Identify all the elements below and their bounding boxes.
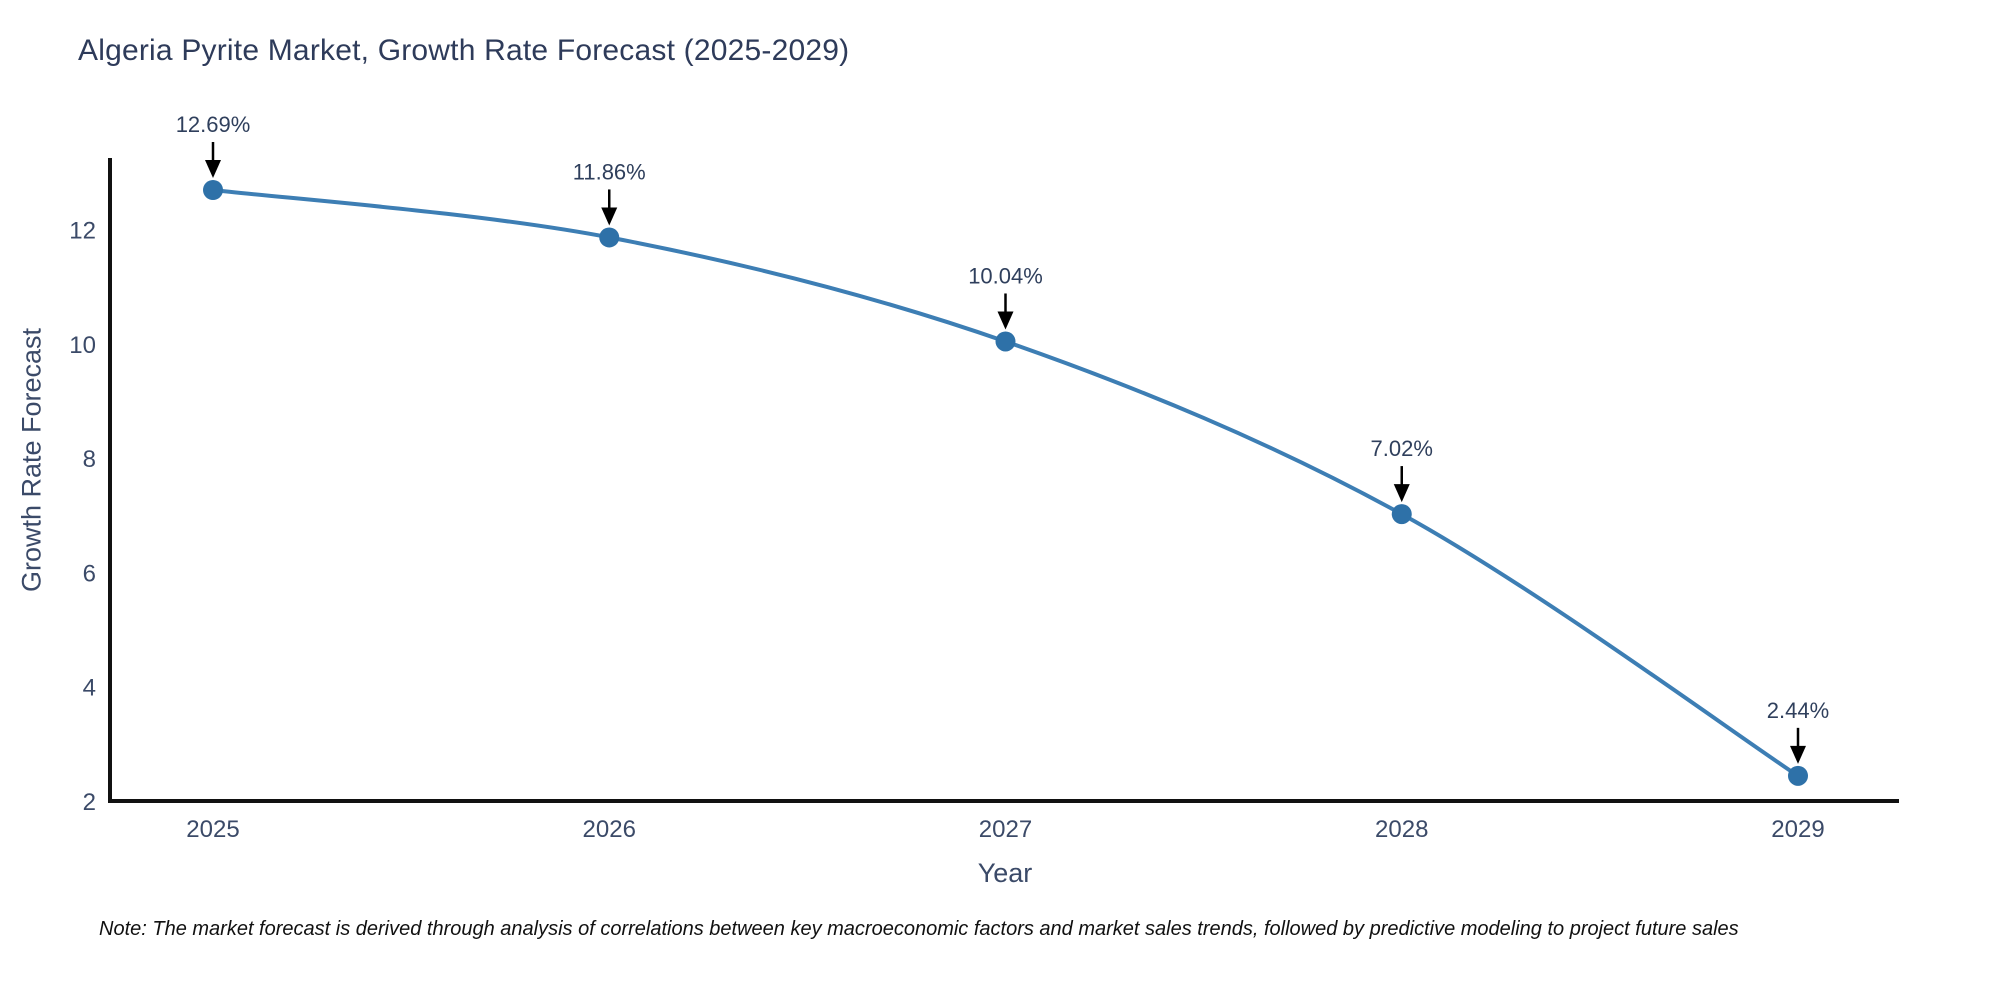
annotation-arrow-head	[205, 160, 221, 179]
annotation-label: 2.44%	[1767, 698, 1829, 723]
footnote: Note: The market forecast is derived thr…	[99, 918, 1739, 940]
annotation-arrow-head	[601, 207, 618, 226]
y-tick-label: 10	[69, 332, 96, 359]
annotation-label: 11.86%	[573, 159, 646, 184]
y-tick-label: 2	[83, 789, 96, 816]
data-point-2026[interactable]	[599, 227, 620, 248]
annotation-label: 10.04%	[968, 263, 1043, 288]
annotation-arrow-head	[1790, 745, 1806, 764]
data-point-2027[interactable]	[995, 331, 1016, 352]
data-point-2028[interactable]	[1391, 504, 1412, 525]
y-tick-label: 8	[83, 446, 96, 473]
x-tick-label: 2027	[979, 816, 1032, 843]
y-tick-label: 4	[83, 675, 96, 702]
data-point-2029[interactable]	[1788, 765, 1808, 786]
annotation-arrow-head	[997, 311, 1014, 330]
x-tick-label: 2029	[1771, 816, 1824, 843]
x-tick-label: 2026	[583, 816, 636, 843]
x-tick-label: 2025	[186, 816, 239, 843]
x-axis-title: Year	[977, 858, 1033, 888]
chart-title: Algeria Pyrite Market, Growth Rate Forec…	[78, 34, 850, 67]
annotation-label: 7.02%	[1371, 436, 1433, 461]
y-tick-label: 12	[69, 217, 96, 244]
data-point-2025[interactable]	[203, 180, 223, 201]
x-tick-label: 2028	[1375, 816, 1428, 843]
annotation-label: 12.69%	[176, 112, 251, 137]
annotation-arrow-head	[1393, 484, 1410, 503]
y-tick-label: 6	[83, 560, 96, 587]
